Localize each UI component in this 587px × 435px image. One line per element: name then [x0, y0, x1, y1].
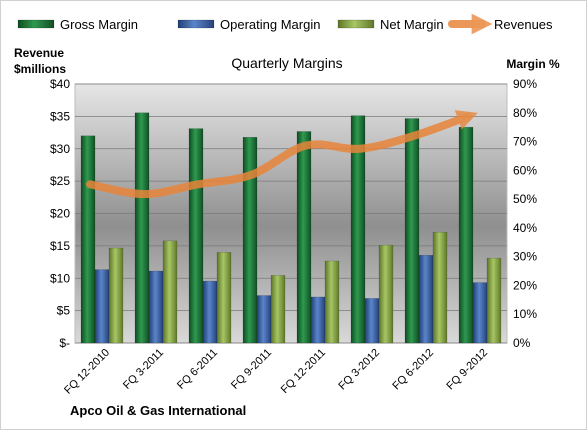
- right-tick-label: 10%: [513, 307, 537, 321]
- bar-net-margin: [432, 231, 448, 344]
- right-tick-label: 50%: [513, 192, 537, 206]
- bar-operating-margin: [202, 280, 218, 344]
- bar-net-margin: [162, 240, 178, 344]
- right-tick-label: 80%: [513, 106, 537, 120]
- legend-label: Gross Margin: [60, 17, 138, 32]
- left-tick-label: $-: [59, 336, 70, 350]
- bar-operating-margin: [94, 269, 110, 344]
- bars: [80, 112, 502, 344]
- left-tick-label: $40: [50, 77, 70, 91]
- bar-gross-margin: [188, 128, 204, 344]
- left-tick-label: $25: [50, 174, 70, 188]
- left-tick-label: $15: [50, 239, 70, 253]
- company-name: Apco Oil & Gas International: [70, 403, 246, 418]
- chart-title: Quarterly Margins: [231, 55, 342, 71]
- legend: Gross Margin Operating Margin Net Margin Re…: [17, 13, 553, 35]
- left-axis-label-line1: Revenue: [14, 46, 64, 60]
- right-axis-ticks: 0% 10% 20% 30% 40% 50% 60% 70% 80% 90%: [513, 77, 537, 350]
- left-tick-label: $20: [50, 207, 70, 221]
- left-tick-label: $30: [50, 142, 70, 156]
- bar-net-margin: [486, 257, 502, 344]
- left-tick-label: $10: [50, 271, 70, 285]
- bar-gross-margin: [296, 131, 312, 344]
- right-tick-label: 0%: [513, 336, 531, 350]
- right-tick-label: 90%: [513, 77, 537, 91]
- legend-swatch: [337, 19, 375, 29]
- bar-net-margin: [108, 247, 124, 344]
- right-tick-label: 40%: [513, 221, 537, 235]
- bar-net-margin: [270, 275, 286, 344]
- right-tick-label: 30%: [513, 250, 537, 264]
- bar-gross-margin: [80, 135, 96, 344]
- revenue-line: [86, 110, 478, 199]
- right-tick-label: 70%: [513, 135, 537, 149]
- bar-operating-margin: [364, 298, 380, 344]
- bar-gross-margin: [350, 115, 366, 344]
- bar-gross-margin: [404, 118, 420, 344]
- left-axis-label-line2: $millions: [14, 62, 66, 76]
- right-axis-label: Margin %: [506, 57, 560, 71]
- left-tick-label: $35: [50, 109, 70, 123]
- bar-net-margin: [378, 244, 394, 344]
- bar-net-margin: [324, 260, 340, 344]
- bar-gross-margin: [242, 136, 258, 344]
- bar-net-margin: [216, 252, 232, 344]
- left-tick-label: $5: [57, 304, 71, 318]
- legend-label: Operating Margin: [220, 17, 320, 32]
- left-axis-ticks: $- $5 $10 $15 $20 $25 $30 $35 $40: [50, 77, 70, 350]
- revenues-line: [86, 110, 478, 199]
- bar-operating-margin: [418, 254, 434, 344]
- legend-label: Net Margin: [380, 17, 444, 32]
- legend-label: Revenues: [494, 17, 553, 32]
- legend-swatch: [17, 19, 55, 29]
- bar-operating-margin: [472, 282, 488, 344]
- legend-swatch: [177, 19, 215, 29]
- right-tick-label: 20%: [513, 278, 537, 292]
- bar-gross-margin: [134, 112, 150, 344]
- bar-operating-margin: [310, 296, 326, 344]
- right-tick-label: 60%: [513, 163, 537, 177]
- bar-operating-margin: [148, 270, 164, 344]
- bar-operating-margin: [256, 295, 272, 344]
- bar-gross-margin: [458, 126, 474, 344]
